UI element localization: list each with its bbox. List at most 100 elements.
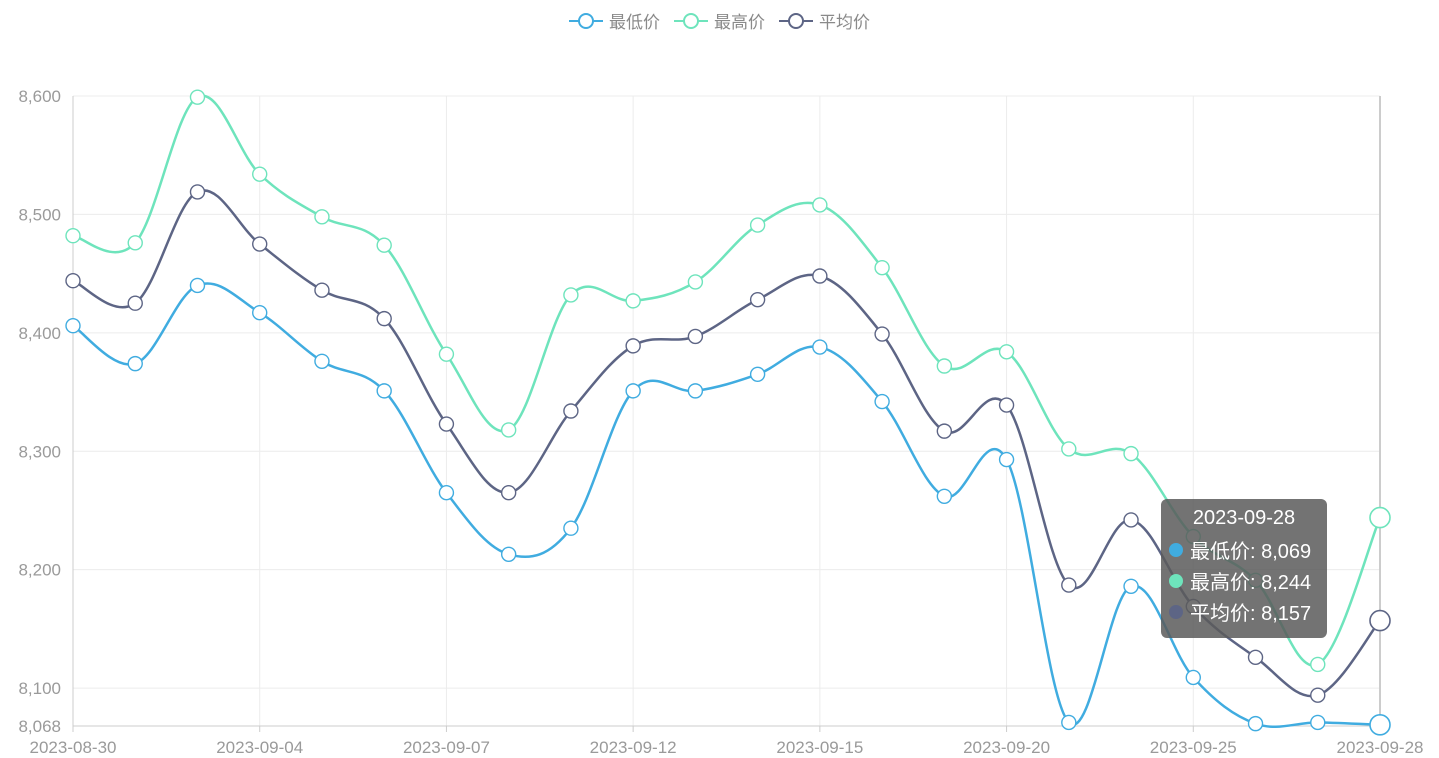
data-point-avg — [812, 268, 828, 284]
y-tick-label: 8,100 — [18, 679, 61, 698]
x-tick-label: 2023-09-20 — [963, 738, 1050, 757]
legend-label-avg: 平均价 — [819, 13, 870, 32]
tooltip-text-high: 最高价: 8,244 — [1190, 572, 1312, 594]
tooltip-row-avg: 平均价: 8,157 — [1169, 596, 1319, 627]
data-point-avg — [1310, 687, 1326, 703]
data-point-low — [1247, 715, 1264, 732]
data-point-low — [687, 383, 704, 399]
y-tick-label: 8,400 — [18, 324, 61, 343]
data-point-low — [749, 366, 766, 382]
data-point-high — [438, 346, 455, 362]
data-point-high — [252, 166, 268, 182]
legend-label-high: 最高价 — [714, 13, 765, 32]
data-point-high — [127, 235, 143, 251]
data-point-high — [314, 209, 330, 225]
data-point-high — [625, 293, 641, 309]
data-point-avg — [749, 291, 766, 308]
data-point-avg — [998, 397, 1015, 413]
data-point-avg — [65, 273, 81, 289]
data-point-low — [314, 353, 330, 369]
data-point-avg — [376, 310, 392, 327]
tooltip-text-avg: 平均价: 8,157 — [1190, 603, 1312, 625]
data-point-high — [189, 89, 206, 105]
tooltip-row-high: 最高价: 8,244 — [1169, 565, 1319, 596]
data-point-low — [127, 355, 143, 372]
data-point-low — [438, 485, 455, 501]
data-point-avg — [1123, 512, 1139, 528]
data-point-low — [625, 383, 641, 399]
data-point-low — [376, 383, 392, 399]
data-point-low — [998, 451, 1015, 468]
chart-legend: 最低价 最高价 平均价 — [0, 8, 1439, 33]
data-point-high — [563, 287, 579, 303]
data-point-low — [563, 520, 579, 536]
y-tick-label: 8,068 — [18, 717, 61, 736]
data-point-avg — [127, 295, 143, 311]
legend-item-high[interactable]: 最高价 — [674, 8, 765, 33]
data-point-avg — [252, 236, 268, 252]
x-tick-label: 2023-09-04 — [216, 738, 303, 757]
data-point-low — [874, 393, 890, 410]
tooltip-dot-low — [1169, 542, 1183, 557]
data-point-low — [936, 488, 953, 504]
legend-avg-icon — [779, 12, 813, 29]
data-point-high — [1369, 506, 1391, 529]
tooltip-dot-avg — [1169, 604, 1183, 619]
tooltip-row-low: 最低价: 8,069 — [1169, 534, 1319, 565]
data-point-low — [65, 318, 81, 334]
legend-label-low: 最低价 — [609, 13, 660, 32]
data-point-avg — [314, 282, 330, 298]
tooltip-dot-high — [1169, 573, 1183, 588]
legend-high-icon — [674, 12, 708, 29]
chart-tooltip: 2023-09-28 最低价: 8,069 最高价: 8,244 平均价: 8,… — [1161, 499, 1327, 638]
data-point-low — [1369, 714, 1391, 736]
x-tick-label: 2023-08-30 — [30, 738, 117, 757]
tooltip-text-low: 最低价: 8,069 — [1190, 541, 1312, 563]
data-point-high — [998, 344, 1015, 360]
y-tick-label: 8,500 — [18, 205, 61, 224]
x-tick-label: 2023-09-12 — [590, 738, 677, 757]
legend-item-avg[interactable]: 平均价 — [779, 8, 870, 33]
data-point-avg — [625, 338, 641, 354]
data-point-low — [1310, 714, 1326, 731]
data-point-high — [376, 237, 392, 253]
y-tick-label: 8,200 — [18, 561, 61, 580]
y-tick-label: 8,600 — [18, 87, 61, 106]
data-point-high — [1310, 656, 1326, 673]
x-tick-label: 2023-09-25 — [1150, 738, 1237, 757]
data-point-high — [1061, 441, 1077, 457]
data-point-low — [500, 546, 517, 562]
data-point-low — [812, 339, 828, 355]
data-point-avg — [438, 416, 455, 432]
legend-low-icon — [569, 12, 603, 29]
x-tick-label: 2023-09-28 — [1337, 738, 1424, 757]
series-line-avg — [72, 189, 1381, 698]
y-tick-label: 8,300 — [18, 442, 61, 461]
data-point-high — [936, 358, 953, 374]
data-point-low — [1185, 669, 1201, 686]
data-point-high — [812, 197, 828, 213]
data-point-low — [1061, 714, 1077, 731]
data-point-high — [874, 260, 890, 276]
data-point-high — [1123, 445, 1139, 462]
data-point-low — [252, 305, 268, 321]
data-point-avg — [189, 184, 206, 200]
legend-item-low[interactable]: 最低价 — [569, 8, 660, 33]
data-point-high — [749, 217, 766, 233]
data-point-avg — [1369, 609, 1391, 632]
tooltip-title: 2023-09-28 — [1192, 507, 1296, 529]
data-point-avg — [1061, 577, 1077, 593]
x-tick-label: 2023-09-15 — [776, 738, 863, 757]
data-point-low — [1123, 578, 1139, 594]
data-point-low — [189, 277, 206, 294]
data-point-high — [687, 274, 704, 290]
data-point-high — [500, 422, 517, 438]
data-point-avg — [500, 485, 517, 501]
data-point-high — [65, 228, 81, 244]
data-point-avg — [563, 403, 579, 419]
x-tick-label: 2023-09-07 — [403, 738, 490, 757]
data-point-avg — [936, 423, 953, 439]
data-point-avg — [1247, 649, 1264, 666]
data-point-avg — [874, 326, 890, 342]
